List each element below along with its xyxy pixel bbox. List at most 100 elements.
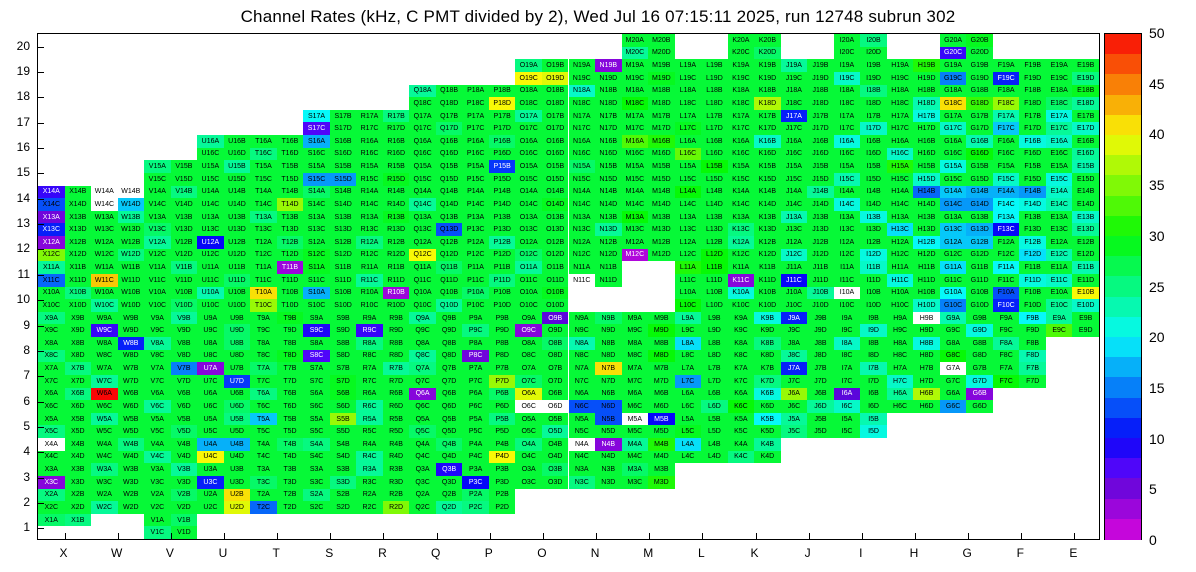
- colorbar-segment: [1105, 478, 1141, 500]
- channel-cell: W9A: [91, 311, 118, 325]
- channel-cell: H9A: [886, 311, 914, 325]
- channel-cell: R14C: [356, 198, 383, 211]
- y-axis-tick: [38, 249, 44, 251]
- channel-cell: P6D: [488, 400, 516, 413]
- channel-cell: U4D: [223, 450, 251, 464]
- channel-cell: G15D: [966, 172, 993, 186]
- channel-cell: S15A: [303, 160, 330, 173]
- channel-cell: U5C: [197, 425, 224, 438]
- channel-cell: Q4C: [409, 450, 436, 464]
- channel-cell: M4A: [621, 438, 649, 451]
- channel-cell: K17A: [727, 109, 755, 123]
- channel-cell: G6D: [966, 400, 993, 413]
- channel-cell: T11D: [276, 273, 304, 287]
- channel-cell: N18D: [595, 97, 622, 110]
- channel-cell: M7C: [621, 374, 649, 388]
- channel-cell: M9C: [621, 324, 649, 337]
- channel-cell: O3D: [541, 475, 569, 489]
- x-axis-tick: [1021, 533, 1023, 539]
- channel-cell: I8B: [860, 337, 887, 350]
- channel-cell: Q13D: [435, 223, 463, 236]
- channel-cell: V7A: [144, 362, 171, 375]
- channel-cell: M6B: [648, 387, 675, 401]
- channel-cell: T16C: [250, 147, 277, 161]
- channel-cell: U4B: [223, 438, 251, 451]
- channel-cell: X8B: [64, 337, 92, 350]
- channel-cell: G19D: [966, 71, 993, 85]
- channel-cell: G7D: [966, 374, 993, 388]
- channel-cell: P16A: [462, 135, 489, 148]
- channel-cell: O13A: [515, 210, 542, 224]
- channel-cell: F15B: [1019, 160, 1046, 173]
- channel-cell: T2A: [250, 488, 277, 502]
- channel-cell: T15C: [250, 172, 277, 186]
- channel-cell: R15D: [382, 172, 410, 186]
- channel-cell: N9B: [595, 311, 622, 325]
- channel-cell: S6C: [303, 400, 330, 413]
- channel-cell: Q16B: [435, 135, 463, 148]
- channel-cell: N7B: [595, 362, 622, 375]
- channel-cell: S7B: [329, 362, 357, 375]
- channel-cell: E18D: [1072, 97, 1099, 110]
- channel-cell: I9A: [833, 311, 861, 325]
- channel-cell: F16C: [992, 147, 1020, 161]
- channel-cell: T4B: [276, 438, 304, 451]
- channel-cell: J5A: [780, 412, 808, 426]
- channel-cell: E16D: [1072, 147, 1099, 161]
- channel-cell: P4C: [462, 450, 489, 464]
- channel-cell: I12D: [860, 248, 887, 262]
- channel-cell: G10C: [939, 299, 967, 312]
- channel-cell: X6B: [64, 387, 92, 401]
- channel-cell: V8D: [170, 349, 198, 363]
- channel-cell: F7B: [1019, 362, 1046, 375]
- channel-cell: W9B: [117, 311, 145, 325]
- channel-cell: H6C: [886, 400, 914, 413]
- channel-cell: J5B: [807, 412, 834, 426]
- channel-cell: F17D: [1019, 122, 1046, 135]
- channel-cell: I16D: [860, 147, 887, 161]
- channel-cell: R11C: [356, 273, 383, 287]
- channel-cell: J19D: [807, 71, 834, 85]
- chart-title: Channel Rates (kHz, C PMT divided by 2),…: [240, 7, 956, 26]
- channel-cell: W8A: [91, 337, 118, 350]
- channel-cell: G12B: [966, 236, 993, 249]
- channel-cell: H15C: [886, 172, 914, 186]
- channel-cell: P15C: [462, 172, 489, 186]
- channel-cell: I12A: [833, 236, 861, 249]
- channel-cell: P17B: [488, 109, 516, 123]
- channel-cell: K16D: [754, 147, 781, 161]
- y-axis-tick: [38, 224, 44, 226]
- y-axis-tick: [38, 350, 44, 352]
- channel-cell: E12C: [1045, 248, 1073, 262]
- channel-cell: U10B: [223, 286, 251, 300]
- channel-cell: U9A: [197, 311, 224, 325]
- channel-cell: R3C: [356, 475, 383, 489]
- channel-cell: P8B: [488, 337, 516, 350]
- channel-cell: J15A: [780, 160, 808, 173]
- channel-cell: K19D: [754, 71, 781, 85]
- channel-cell: F15C: [992, 172, 1020, 186]
- channel-cell: K13C: [727, 223, 755, 236]
- channel-cell: T8B: [276, 337, 304, 350]
- channel-cell: P13D: [488, 223, 516, 236]
- channel-cell: P4A: [462, 438, 489, 451]
- channel-cell: J7A: [780, 362, 808, 375]
- channel-cell: I6C: [833, 400, 861, 413]
- x-axis-label: G: [962, 546, 972, 560]
- channel-cell: T6B: [276, 387, 304, 401]
- channel-cell: U7D: [223, 374, 251, 388]
- channel-cell: S3D: [329, 475, 357, 489]
- channel-cell: I20C: [833, 46, 861, 60]
- channel-cell: N11B: [595, 261, 622, 274]
- channel-cell: O4C: [515, 450, 542, 464]
- channel-cell: I18D: [860, 97, 887, 110]
- channel-cell: M4B: [648, 438, 675, 451]
- channel-cell: H17A: [886, 109, 914, 123]
- channel-cell: R6A: [356, 387, 383, 401]
- channel-cell: V3A: [144, 463, 171, 476]
- channel-cell: U8D: [223, 349, 251, 363]
- colorbar-tick-label: 30: [1149, 227, 1165, 244]
- channel-cell: W6D: [117, 400, 145, 413]
- channel-cell: F19C: [992, 71, 1020, 85]
- channel-cell: T15D: [276, 172, 304, 186]
